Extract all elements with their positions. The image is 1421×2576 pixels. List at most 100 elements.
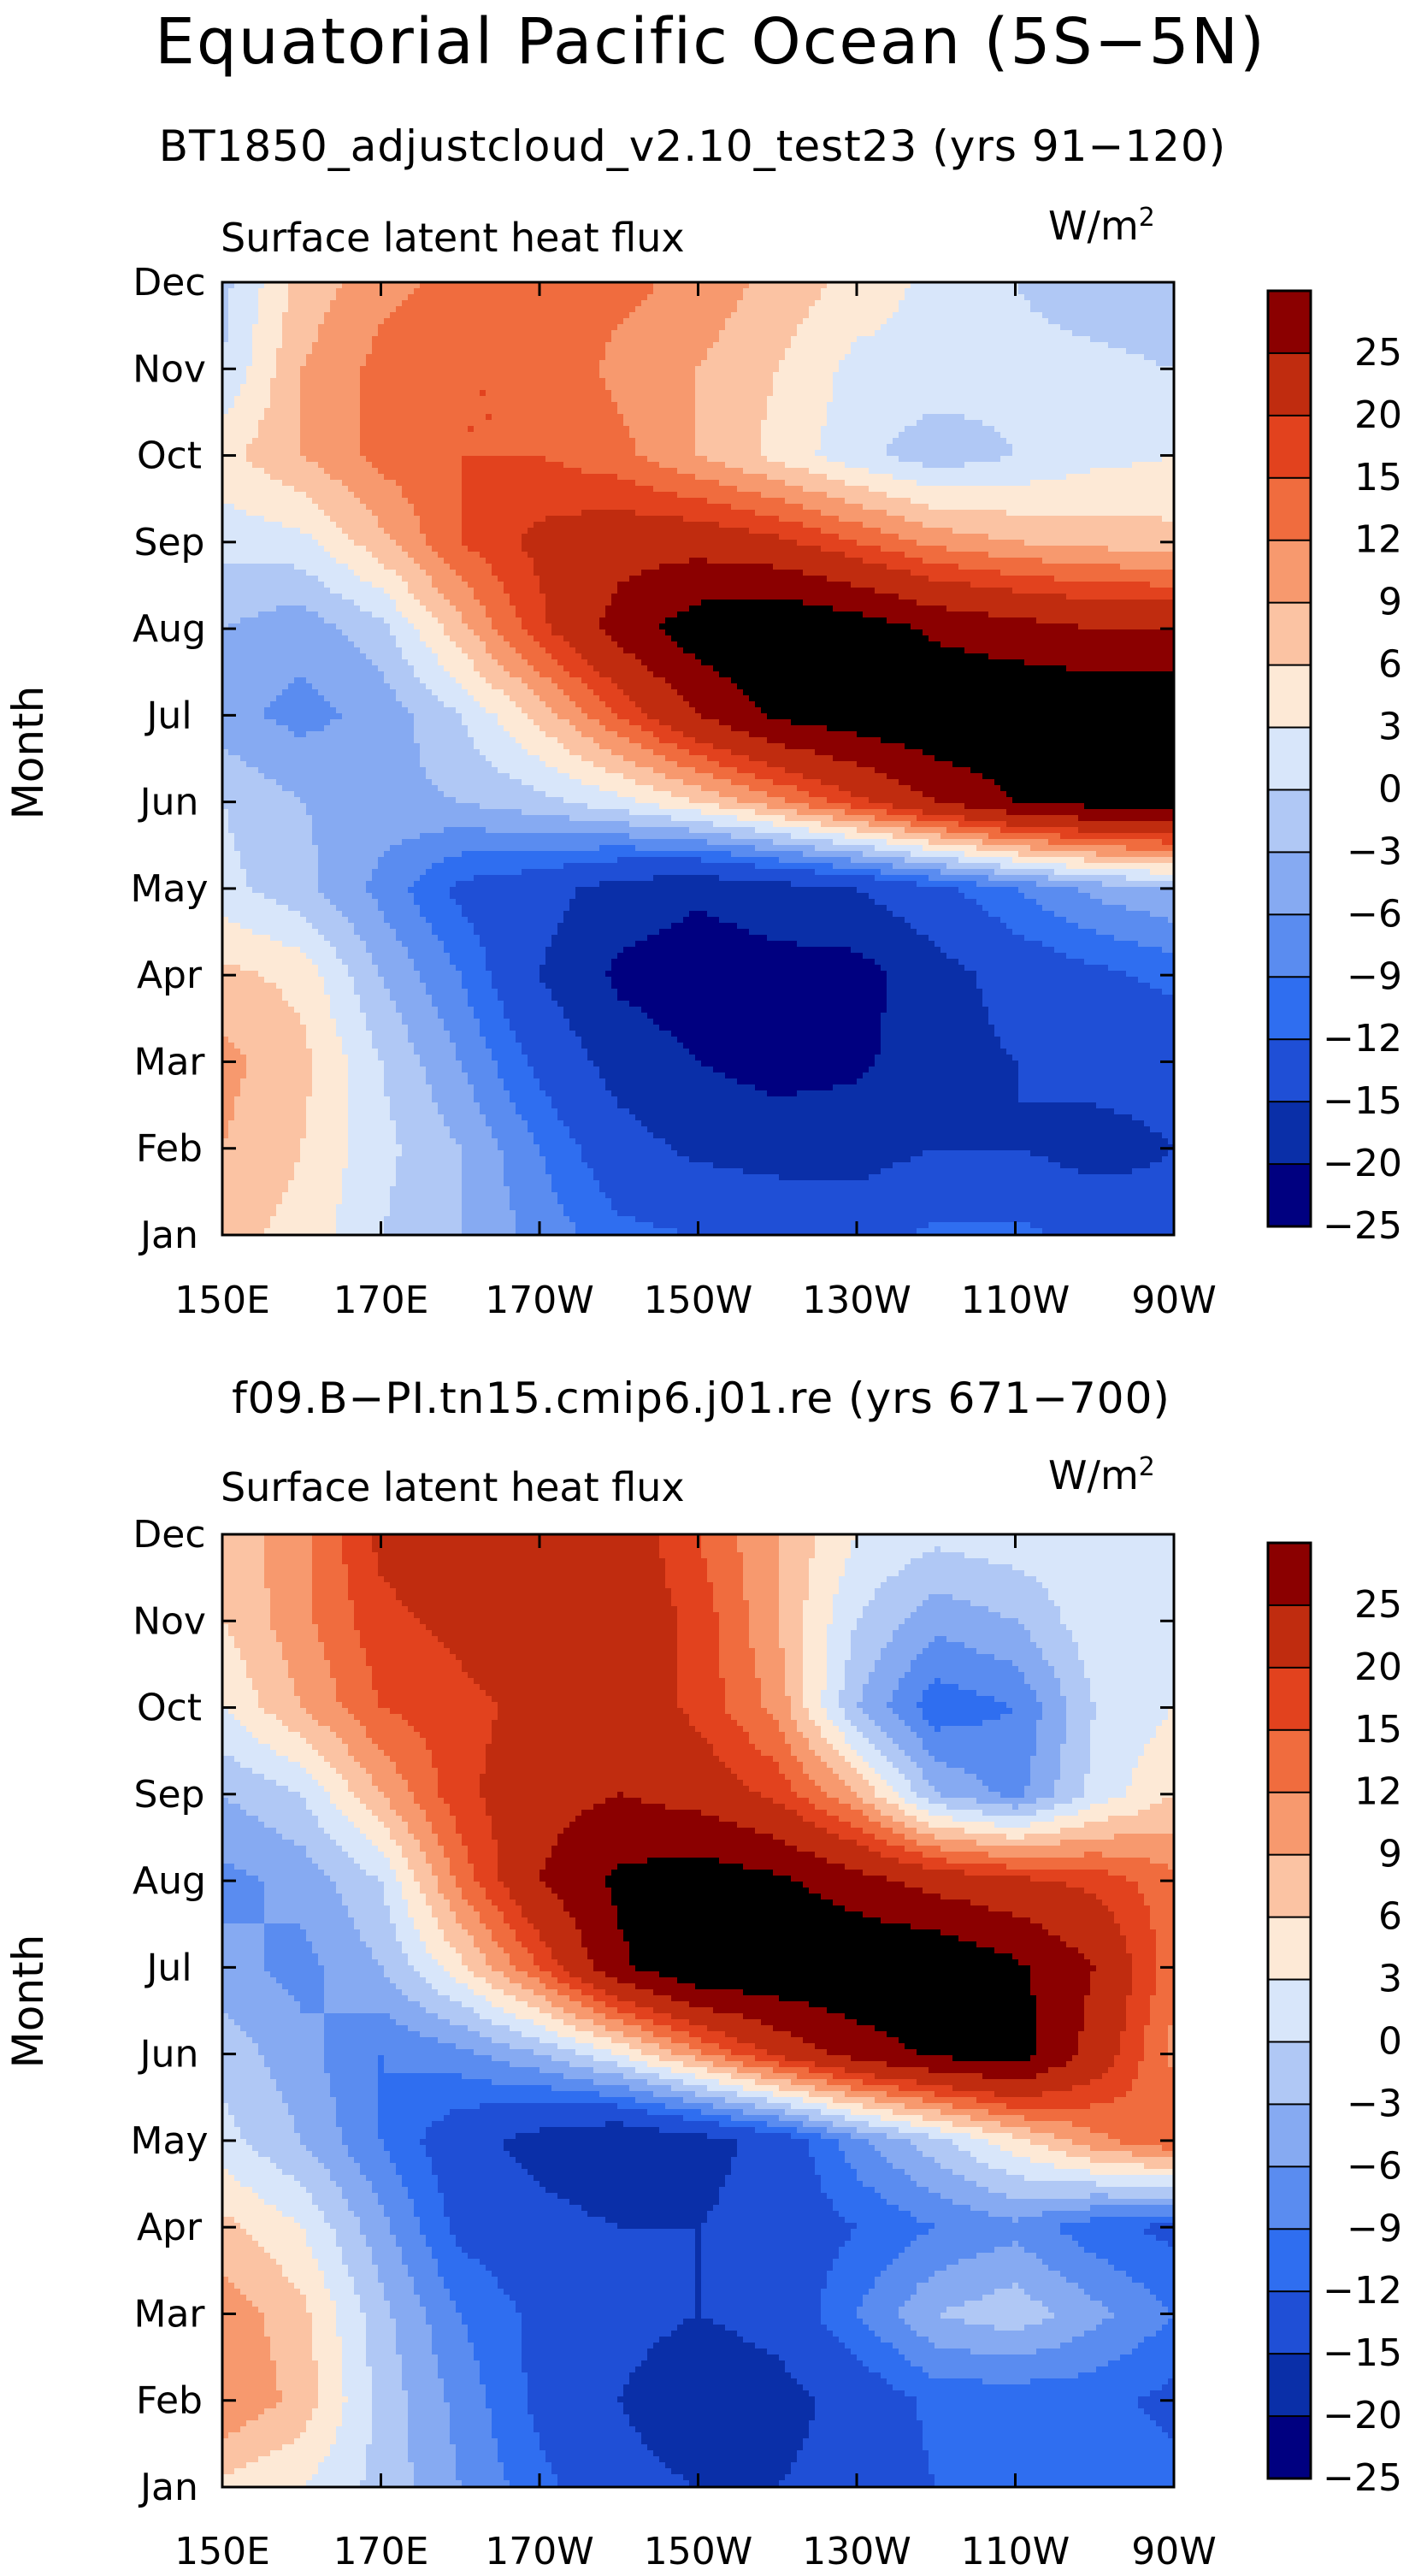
- contour-cell: [545, 2025, 576, 2032]
- contour-cell: [929, 2337, 1073, 2343]
- contour-cell: [504, 1882, 546, 1888]
- contour-cell: [480, 1102, 516, 1109]
- contour-cell: [893, 1630, 1031, 1637]
- contour-cell: [414, 2283, 445, 2289]
- contour-cell: [821, 1690, 840, 1697]
- contour-cell: [384, 617, 409, 624]
- contour-cell: [420, 1971, 451, 1978]
- contour-cell: [833, 2265, 887, 2272]
- contour-cell: [905, 426, 995, 433]
- contour-cell: [803, 2438, 923, 2445]
- contour-cell: [498, 659, 528, 666]
- contour-cell: [222, 360, 253, 367]
- contour-cell: [827, 1708, 846, 1715]
- contour-cell: [456, 570, 492, 576]
- contour-cell: [354, 492, 403, 499]
- contour-cell: [390, 1198, 463, 1205]
- contour-cell: [246, 869, 319, 876]
- contour-cell: [929, 935, 1025, 942]
- contour-cell: [348, 564, 385, 570]
- contour-cell: [779, 366, 840, 373]
- contour-cell: [1090, 1959, 1133, 1966]
- contour-cell: [528, 659, 558, 666]
- contour-cell: [282, 2091, 331, 2098]
- contour-cell: [408, 887, 451, 894]
- contour-cell: [994, 426, 1175, 433]
- contour-cell: [492, 414, 624, 421]
- contour-cell: [839, 1576, 887, 1583]
- contour-cell: [545, 1090, 612, 1097]
- contour-cell: [611, 749, 654, 756]
- contour-cell: [851, 2055, 953, 2062]
- contour-cell: [312, 1066, 349, 1073]
- contour-cell: [827, 797, 870, 804]
- contour-cell: [222, 2283, 235, 2289]
- contour-cell: [354, 2289, 385, 2295]
- contour-cell: [486, 1995, 516, 2002]
- contour-cell: [659, 737, 696, 744]
- contour-cell: [1144, 2031, 1169, 2038]
- contour-cell: [264, 2319, 313, 2325]
- contour-cell: [755, 1828, 828, 1835]
- contour-cell: [222, 516, 265, 523]
- contour-cell: [486, 1953, 510, 1960]
- contour-cell: [264, 1923, 301, 1930]
- contour-cell: [893, 803, 965, 810]
- contour-cell: [701, 2295, 822, 2301]
- contour-cell: [647, 294, 744, 301]
- contour-cell: [899, 432, 1001, 439]
- contour-cell: [779, 857, 852, 864]
- contour-cell: [1060, 1690, 1091, 1697]
- contour-cell: [384, 2211, 415, 2218]
- contour-cell: [522, 546, 822, 552]
- contour-cell: [408, 588, 439, 594]
- contour-cell: [360, 498, 409, 505]
- contour-cell: [420, 1882, 439, 1888]
- contour-cell: [952, 2103, 1007, 2110]
- contour-cell: [1030, 1684, 1061, 1691]
- contour-cell: [360, 2307, 391, 2313]
- contour-cell: [671, 2025, 708, 2032]
- contour-cell: [923, 462, 965, 469]
- contour-cell: [731, 779, 774, 786]
- contour-cell: [222, 1630, 229, 1637]
- contour-cell: [1126, 845, 1175, 852]
- contour-cell: [390, 2229, 421, 2236]
- contour-cell: [222, 1971, 271, 1978]
- contour-cell: [647, 1013, 881, 1019]
- contour-cell: [563, 1210, 618, 1217]
- contour-cell: [522, 2349, 648, 2355]
- contour-cell: [522, 623, 552, 630]
- contour-cell: [767, 761, 858, 768]
- contour-cell: [342, 713, 415, 720]
- contour-cell: [498, 1870, 540, 1876]
- contour-cell: [623, 2019, 654, 2026]
- contour-cell: [522, 743, 564, 750]
- contour-cell: [390, 629, 421, 636]
- contour-cell: [821, 2307, 858, 2313]
- contour-cell: [402, 1774, 439, 1781]
- contour-cell: [222, 1025, 307, 1031]
- contour-cell: [701, 2049, 732, 2056]
- contour-cell: [222, 444, 247, 451]
- contour-cell: [276, 1977, 325, 1984]
- contour-cell: [827, 2049, 917, 2056]
- contour-cell: [935, 1834, 1007, 1840]
- contour-cell: [252, 2145, 307, 2152]
- contour-cell: [719, 1630, 750, 1637]
- contour-cell: [737, 1822, 816, 1829]
- contour-cell: [528, 1055, 588, 1061]
- contour-cell: [312, 2343, 343, 2349]
- contour-cell: [611, 594, 899, 600]
- contour-cell: [743, 1780, 792, 1787]
- contour-cell: [545, 2450, 654, 2457]
- contour-cell: [222, 1678, 253, 1685]
- contour-cell: [833, 606, 947, 612]
- contour-cell: [923, 791, 1007, 798]
- contour-cell: [671, 2468, 792, 2475]
- contour-cell: [1066, 1726, 1091, 1733]
- contour-cell: [935, 1678, 941, 1685]
- contour-cell: [234, 2217, 295, 2224]
- contour-cell: [306, 2480, 361, 2487]
